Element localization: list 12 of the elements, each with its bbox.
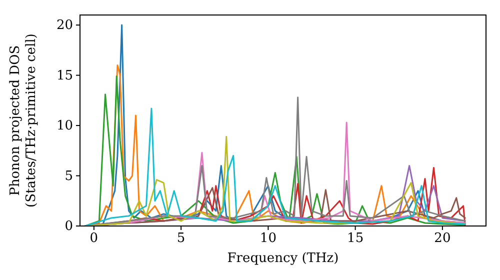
- y-tick-label: 20: [56, 18, 73, 34]
- x-tick-label: 5: [176, 231, 186, 246]
- y-tick-label: 5: [64, 168, 73, 184]
- y-tick-label: 10: [56, 118, 73, 134]
- x-tick-label: 20: [434, 231, 451, 246]
- y-tick-label: 15: [56, 68, 73, 84]
- x-axis-title: Frequency (THz): [227, 251, 339, 266]
- x-tick-label: 0: [90, 231, 98, 246]
- y-axis-title: Phonon projected DOS (States/THz·primitive cell): [8, 33, 39, 208]
- x-tick-label: 10: [260, 231, 276, 246]
- x-tick-label: 15: [347, 231, 364, 246]
- y-tick-label: 0: [64, 219, 73, 234]
